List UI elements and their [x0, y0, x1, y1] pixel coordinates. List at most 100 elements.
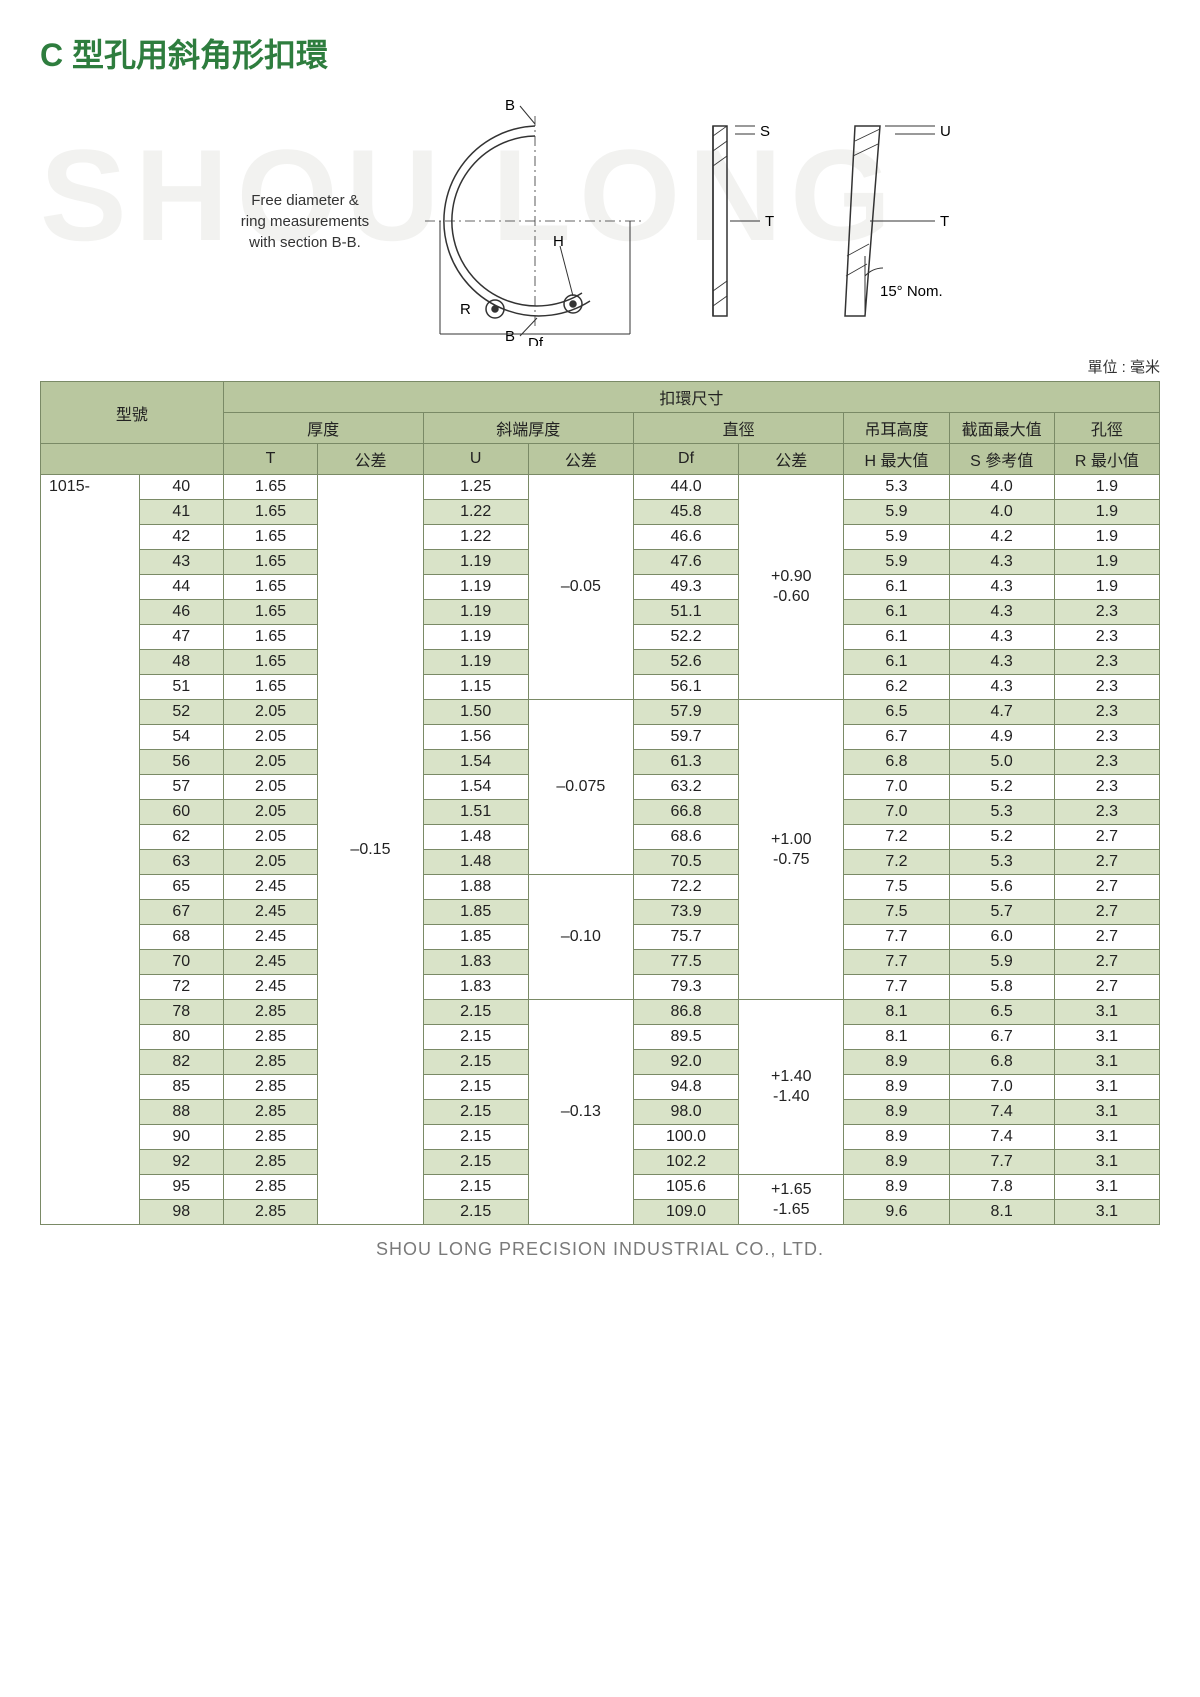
cell-Df-tol: +1.65-1.65: [739, 1175, 844, 1225]
cell-T: 1.65: [223, 625, 318, 650]
cell-n: 67: [139, 900, 223, 925]
cell-Df: 77.5: [633, 950, 738, 975]
cell-n: 82: [139, 1050, 223, 1075]
cell-H: 6.5: [844, 700, 949, 725]
cell-R: 3.1: [1054, 1125, 1159, 1150]
cell-U: 2.15: [423, 1075, 528, 1100]
cell-Df: 61.3: [633, 750, 738, 775]
cell-U: 1.19: [423, 650, 528, 675]
label-Df: Df: [528, 335, 544, 346]
cell-R: 3.1: [1054, 1075, 1159, 1100]
cell-Df: 73.9: [633, 900, 738, 925]
cell-Df: 75.7: [633, 925, 738, 950]
cell-Df: 109.0: [633, 1200, 738, 1225]
cell-S: 6.0: [949, 925, 1054, 950]
cell-R: 3.1: [1054, 1200, 1159, 1225]
cell-S: 5.3: [949, 800, 1054, 825]
cell-U: 1.19: [423, 550, 528, 575]
cell-n: 88: [139, 1100, 223, 1125]
th-T: T: [223, 444, 318, 475]
cell-Df: 63.2: [633, 775, 738, 800]
cell-n: 48: [139, 650, 223, 675]
cell-H: 8.9: [844, 1075, 949, 1100]
cell-T-tol: –0.15: [318, 475, 423, 1225]
cell-S: 6.8: [949, 1050, 1054, 1075]
cell-T: 2.85: [223, 1075, 318, 1100]
cell-U: 1.22: [423, 525, 528, 550]
cell-n: 90: [139, 1125, 223, 1150]
cell-R: 1.9: [1054, 575, 1159, 600]
diagram-caption: Free diameter & ring measurements with s…: [225, 190, 385, 253]
cell-T: 1.65: [223, 500, 318, 525]
cell-H: 8.9: [844, 1125, 949, 1150]
cell-T: 2.05: [223, 700, 318, 725]
cell-R: 3.1: [1054, 1050, 1159, 1075]
cell-n: 92: [139, 1150, 223, 1175]
cell-n: 68: [139, 925, 223, 950]
cell-Df: 59.7: [633, 725, 738, 750]
th-Rmin: R 最小值: [1054, 444, 1159, 475]
cell-S: 4.0: [949, 500, 1054, 525]
cell-S: 7.0: [949, 1075, 1054, 1100]
th-lug: 吊耳高度: [844, 413, 949, 444]
caption-line: ring measurements: [241, 213, 369, 230]
cell-T: 1.65: [223, 650, 318, 675]
label-S: S: [760, 123, 770, 140]
cell-H: 8.9: [844, 1050, 949, 1075]
cell-U: 1.83: [423, 950, 528, 975]
cell-T: 2.85: [223, 1200, 318, 1225]
ring-side-svg: S T: [685, 96, 785, 346]
cell-T: 2.45: [223, 875, 318, 900]
cell-H: 6.7: [844, 725, 949, 750]
cell-n: 57: [139, 775, 223, 800]
cell-U: 1.15: [423, 675, 528, 700]
cell-T: 2.85: [223, 1000, 318, 1025]
cell-Df: 57.9: [633, 700, 738, 725]
cell-S: 6.7: [949, 1025, 1054, 1050]
cell-Df: 100.0: [633, 1125, 738, 1150]
cell-R: 3.1: [1054, 1025, 1159, 1050]
cell-n: 62: [139, 825, 223, 850]
cell-S: 7.4: [949, 1100, 1054, 1125]
cell-T: 2.85: [223, 1100, 318, 1125]
cell-H: 7.5: [844, 875, 949, 900]
diagram-row: Free diameter & ring measurements with s…: [40, 96, 1160, 346]
cell-H: 6.1: [844, 650, 949, 675]
cell-R: 2.3: [1054, 775, 1159, 800]
cell-H: 7.2: [844, 850, 949, 875]
cell-R: 2.7: [1054, 925, 1159, 950]
cell-S: 7.7: [949, 1150, 1054, 1175]
cell-Df: 49.3: [633, 575, 738, 600]
cell-T: 1.65: [223, 575, 318, 600]
cell-S: 7.8: [949, 1175, 1054, 1200]
cell-U: 2.15: [423, 1200, 528, 1225]
cell-Df: 102.2: [633, 1150, 738, 1175]
cell-T: 1.65: [223, 550, 318, 575]
cell-U: 2.15: [423, 1150, 528, 1175]
cell-U: 1.48: [423, 850, 528, 875]
cell-U: 1.51: [423, 800, 528, 825]
th-bevel: 斜端厚度: [423, 413, 633, 444]
cell-Df-tol: +0.90-0.60: [739, 475, 844, 700]
cell-R: 2.7: [1054, 825, 1159, 850]
th-section: 截面最大值: [949, 413, 1054, 444]
cell-Df: 105.6: [633, 1175, 738, 1200]
cell-n: 70: [139, 950, 223, 975]
cell-n: 40: [139, 475, 223, 500]
cell-H: 7.7: [844, 975, 949, 1000]
th-Df: Df: [633, 444, 738, 475]
cell-S: 6.5: [949, 1000, 1054, 1025]
cell-U: 1.25: [423, 475, 528, 500]
th-diameter: 直徑: [633, 413, 843, 444]
cell-R: 3.1: [1054, 1100, 1159, 1125]
cell-R: 2.7: [1054, 975, 1159, 1000]
cell-U: 1.22: [423, 500, 528, 525]
label-T: T: [765, 213, 774, 230]
cell-T: 2.05: [223, 725, 318, 750]
cell-H: 7.2: [844, 825, 949, 850]
cell-S: 4.9: [949, 725, 1054, 750]
cell-R: 1.9: [1054, 525, 1159, 550]
cell-R: 2.3: [1054, 750, 1159, 775]
cell-T: 2.45: [223, 900, 318, 925]
cell-T: 2.85: [223, 1150, 318, 1175]
